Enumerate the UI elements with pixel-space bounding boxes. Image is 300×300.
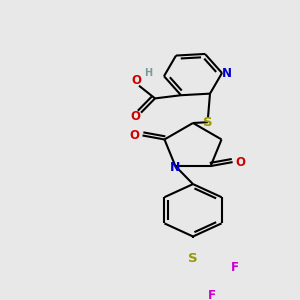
Text: N: N xyxy=(222,67,232,80)
Text: S: S xyxy=(188,252,198,265)
Text: O: O xyxy=(130,129,140,142)
Text: O: O xyxy=(236,156,246,169)
Text: F: F xyxy=(231,261,239,274)
Text: S: S xyxy=(203,116,213,129)
Text: O: O xyxy=(130,110,140,123)
Text: F: F xyxy=(208,289,216,300)
Text: O: O xyxy=(131,74,141,87)
Text: N: N xyxy=(170,161,181,174)
Text: H: H xyxy=(144,68,152,78)
